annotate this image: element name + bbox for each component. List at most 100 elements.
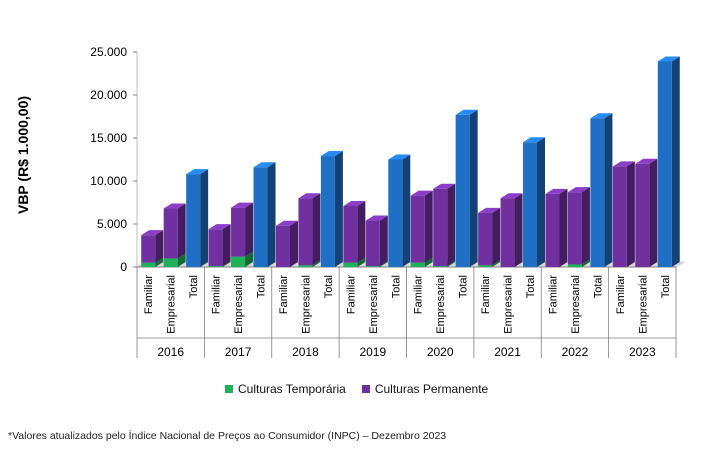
- bar-2019-familiar-culturas-temporária: [343, 262, 358, 267]
- bar-2019-total-total-top: [388, 154, 411, 160]
- bar-2020-familiar-culturas-temporária: [410, 262, 425, 267]
- bar-2016-empresarial-culturas-permanente: [163, 208, 178, 259]
- bar-2021-familiar-culturas-temporária: [478, 265, 493, 267]
- bar-2023-familiar-culturas-permanente-top: [612, 161, 635, 167]
- bar-2021-empresarial-culturas-permanente: [500, 198, 515, 267]
- y-axis-label: VBP (R$ 1.000,00): [15, 96, 31, 214]
- bar-2021-total-total: [523, 142, 538, 267]
- y-tick-label: 5.000: [97, 217, 127, 231]
- x-sub-label: Empresarial: [435, 275, 447, 334]
- svg-text:VBP (R$ 1.000,00): VBP (R$ 1.000,00): [15, 96, 31, 214]
- bar-2018-familiar-culturas-permanente: [275, 225, 290, 267]
- bar-2020-total-total-top: [455, 109, 478, 115]
- bar-2022-empresarial-culturas-temporária: [567, 264, 582, 267]
- x-year-label: 2021: [494, 345, 521, 359]
- bar-2020-empresarial-culturas-permanente-side: [447, 183, 456, 267]
- bar-2022-total-total: [590, 118, 605, 267]
- bar-2018-familiar-culturas-permanente-top: [275, 220, 298, 226]
- bar-2018-total-total-side: [334, 151, 343, 267]
- bar-2021-familiar-culturas-permanente-top: [478, 207, 501, 213]
- x-sub-label: Total: [323, 275, 335, 298]
- bar-2020-total-total-side: [469, 109, 478, 267]
- x-year-label: 2023: [629, 345, 656, 359]
- x-sub-label: Empresarial: [570, 275, 582, 334]
- x-year-label: 2020: [427, 345, 454, 359]
- bar-2017-total-total: [253, 167, 268, 267]
- y-tick-label: 25.000: [90, 45, 127, 59]
- y-tick-label: 0: [120, 260, 127, 274]
- bar-2021-empresarial-culturas-permanente-top: [500, 193, 523, 199]
- legend-label-permanente: Culturas Permanente: [374, 382, 489, 396]
- bar-2019-familiar-culturas-permanente-top: [343, 200, 366, 206]
- bar-2018-empresarial-culturas-permanente-side: [312, 193, 321, 266]
- bar-2019-total-total: [388, 159, 403, 267]
- bar-2016-familiar-culturas-permanente-top: [141, 230, 164, 236]
- legend-item-temporaria: Culturas Temporária: [225, 382, 346, 396]
- bar-2016-familiar-culturas-temporária: [141, 262, 156, 267]
- bar-2017-familiar-culturas-temporária-side: [222, 261, 231, 267]
- bar-2020-familiar-culturas-permanente-side: [424, 190, 433, 263]
- bar-2020-empresarial-culturas-permanente-top: [433, 183, 456, 189]
- bar-2020-empresarial-culturas-temporária: [433, 266, 448, 267]
- legend-swatch-temporaria: [225, 385, 233, 393]
- bar-2016-empresarial-culturas-temporária: [163, 258, 178, 267]
- bar-2017-familiar-culturas-permanente-side: [222, 224, 231, 267]
- x-sub-label: Familiar: [413, 275, 425, 314]
- bar-2022-empresarial-culturas-temporária-side: [581, 259, 590, 267]
- legend-item-permanente: Culturas Permanente: [361, 382, 489, 396]
- bar-2018-empresarial-culturas-permanente: [298, 198, 313, 266]
- bar-2017-empresarial-culturas-temporária-side: [245, 251, 254, 267]
- bar-2021-total-total-top: [523, 137, 546, 143]
- bar-2016-empresarial-culturas-permanente-side: [177, 203, 186, 259]
- x-sub-label: Familiar: [615, 275, 627, 314]
- bar-2017-familiar-culturas-permanente: [208, 229, 223, 267]
- bar-2016-total-total-side: [200, 169, 209, 267]
- bar-2019-empresarial-culturas-permanente-side: [379, 215, 388, 267]
- legend-label-temporaria: Culturas Temporária: [238, 382, 346, 396]
- x-sub-label: Empresarial: [300, 275, 312, 334]
- bar-2018-empresarial-culturas-temporária: [298, 265, 313, 267]
- x-sub-label: Familiar: [345, 275, 357, 314]
- x-year-label: 2022: [562, 345, 589, 359]
- bar-2023-familiar-culturas-permanente-side: [626, 161, 635, 267]
- y-tick-label: 10.000: [90, 174, 127, 188]
- bar-2022-empresarial-culturas-permanente-top: [567, 187, 590, 193]
- bar-2023-familiar-culturas-permanente: [612, 166, 627, 267]
- x-sub-label: Total: [458, 275, 470, 298]
- y-tick-label: 15.000: [90, 131, 127, 145]
- legend: Culturas Temporária Culturas Permanente: [225, 382, 488, 396]
- x-sub-label: Total: [525, 275, 537, 298]
- bar-2019-empresarial-culturas-temporária-side: [379, 261, 388, 267]
- legend-swatch-permanente: [361, 385, 370, 393]
- x-year-label: 2016: [157, 345, 184, 359]
- bar-2019-empresarial-culturas-temporária: [365, 266, 380, 267]
- bar-2017-familiar-culturas-permanente-top: [208, 224, 231, 230]
- bar-2021-total-total-side: [537, 137, 546, 267]
- bar-2019-familiar-culturas-permanente: [343, 205, 358, 263]
- x-sub-label: Familiar: [480, 275, 492, 314]
- bar-2018-total-total: [320, 156, 335, 267]
- bar-2018-total-total-top: [320, 151, 343, 157]
- bar-2018-empresarial-culturas-permanente-top: [298, 193, 321, 199]
- x-sub-label: Empresarial: [503, 275, 515, 334]
- bar-2019-total-total-side: [402, 154, 411, 267]
- x-sub-label: Total: [592, 275, 604, 298]
- bar-2017-total-total-side: [267, 162, 276, 267]
- bar-2021-familiar-culturas-permanente-side: [492, 207, 501, 266]
- bar-2020-total-total: [455, 114, 470, 267]
- bar-2023-empresarial-culturas-permanente-side: [649, 158, 658, 267]
- bar-2022-familiar-culturas-permanente-side: [559, 188, 568, 267]
- bar-2016-familiar-culturas-permanente-side: [155, 230, 164, 263]
- x-sub-label: Total: [256, 275, 268, 298]
- x-year-label: 2017: [225, 345, 252, 359]
- x-sub-label: Familiar: [278, 275, 290, 314]
- bar-2016-empresarial-culturas-permanente-top: [163, 203, 186, 209]
- bar-2022-total-total-top: [590, 113, 613, 119]
- y-tick-label: 20.000: [90, 88, 127, 102]
- bar-2016-empresarial-culturas-temporária-side: [177, 253, 186, 267]
- bar-2020-familiar-culturas-permanente: [410, 195, 425, 263]
- bar-2019-empresarial-culturas-permanente-top: [365, 215, 388, 221]
- bar-2020-empresarial-culturas-permanente: [433, 188, 448, 267]
- x-sub-label: Empresarial: [368, 275, 380, 334]
- bar-2018-familiar-culturas-permanente-side: [289, 220, 298, 267]
